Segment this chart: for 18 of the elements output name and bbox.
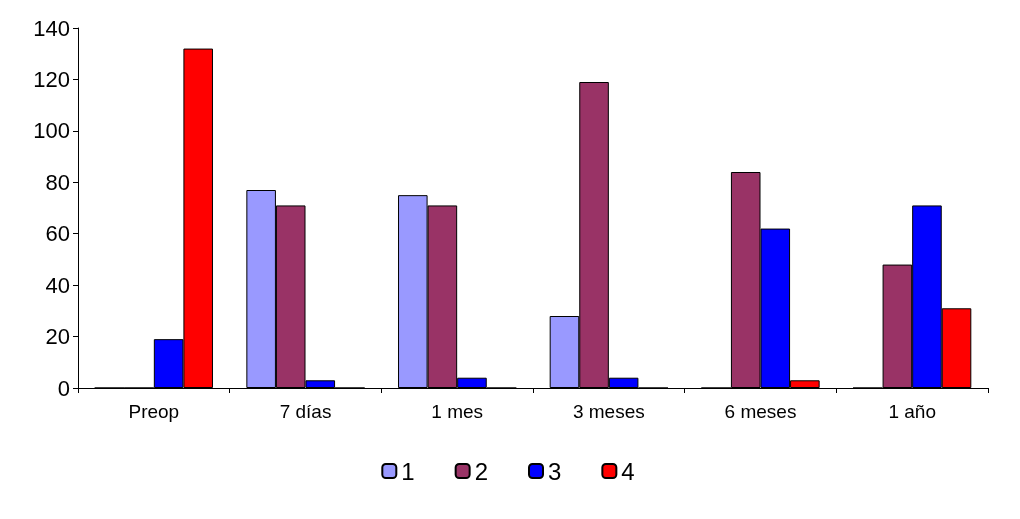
y-tick-label: 80 — [45, 169, 70, 195]
x-tick-label: 1 año — [888, 401, 936, 422]
y-tick-label: 40 — [45, 272, 70, 298]
x-tick-label: 6 meses — [724, 401, 797, 422]
x-tick-label: Preop — [128, 401, 180, 422]
x-tick-label: 7 días — [279, 401, 332, 422]
legend-label: 4 — [621, 457, 635, 485]
y-tick-label: 120 — [33, 66, 70, 92]
legend-label: 2 — [474, 457, 489, 485]
y-tick-label: 20 — [45, 324, 70, 350]
legend-label: 1 — [401, 457, 415, 485]
y-tick-label: 0 — [57, 375, 70, 401]
y-tick-label: 60 — [45, 221, 70, 247]
x-tick-label: 3 meses — [572, 401, 645, 422]
legend-label: 3 — [548, 457, 562, 485]
y-tick-label: 140 — [33, 15, 70, 41]
x-tick-label: 1 mes — [431, 401, 484, 422]
y-tick-label: 100 — [33, 118, 70, 144]
